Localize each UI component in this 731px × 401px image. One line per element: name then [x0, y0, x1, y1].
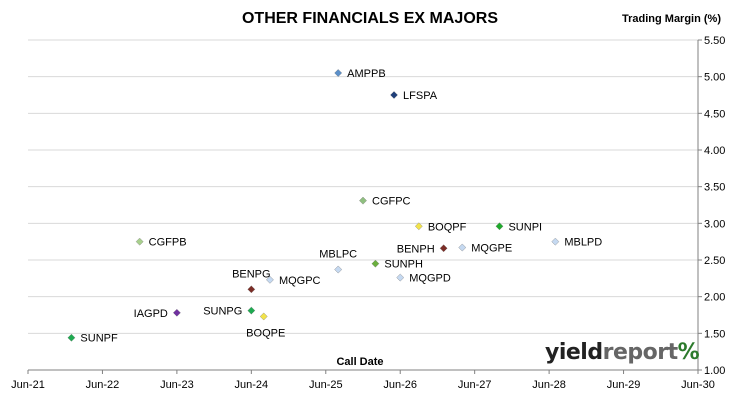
data-label-amppb: AMPPB: [347, 68, 386, 80]
data-label-mqgpe: MQGPE: [471, 243, 512, 255]
x-tick-label: Jun-22: [86, 379, 120, 391]
logo-report-text: report: [602, 340, 679, 365]
y-tick-label: 4.50: [704, 108, 725, 120]
y-axis-label: Trading Margin (%): [622, 13, 721, 25]
y-tick-label: 2.00: [704, 292, 725, 304]
data-label-mqgpd: MQGPD: [409, 273, 451, 285]
chart-title: OTHER FINANCIALS EX MAJORS: [241, 10, 498, 27]
x-tick-label: Jun-24: [235, 379, 269, 391]
data-label-mblpd: MBLPD: [564, 237, 602, 249]
data-label-iagpd: IAGPD: [134, 308, 168, 320]
data-point-boqpe: [259, 312, 268, 321]
x-tick-label: Jun-27: [458, 379, 492, 391]
data-point-mqgpd: [396, 273, 405, 282]
data-point-mblpc: [334, 265, 343, 274]
data-label-sunph: SUNPH: [384, 259, 423, 271]
data-label-boqpe: BOQPE: [246, 327, 285, 339]
y-tick-label: 2.50: [704, 255, 725, 267]
y-tick-label: 1.50: [704, 328, 725, 340]
data-point-iagpd: [173, 308, 181, 317]
data-point-sunpf: [67, 333, 76, 342]
x-tick-label: Jun-29: [607, 379, 641, 391]
data-label-benpg: BENPG: [232, 268, 271, 280]
y-tick-label: 5.50: [704, 35, 725, 47]
data-point-cgfpc: [359, 196, 367, 205]
x-tick-label: Jun-28: [532, 379, 566, 391]
logo-percent-icon: %: [677, 340, 700, 365]
logo-yield-text: yield: [545, 340, 603, 365]
x-axis-label: Call Date: [336, 356, 384, 368]
data-point-mqgpc: [266, 275, 274, 284]
data-point-benph: [439, 244, 448, 253]
data-point-boqpf: [414, 222, 423, 231]
data-point-sunpi: [495, 222, 504, 231]
data-point-mblpd: [551, 237, 560, 246]
y-tick-label: 5.00: [704, 72, 725, 84]
data-label-benph: BENPH: [397, 243, 435, 255]
data-label-boqpf: BOQPF: [428, 221, 467, 233]
data-label-mqgpc: MQGPC: [279, 275, 321, 287]
x-tick-label: Jun-25: [309, 379, 343, 391]
y-tick-label: 4.00: [704, 145, 725, 157]
data-label-cgfpb: CGFPB: [149, 237, 187, 249]
y-tick-label: 3.00: [704, 218, 725, 230]
y-tick-label: 3.50: [704, 182, 725, 194]
x-tick-label: Jun-23: [160, 379, 194, 391]
data-point-cgfpb: [135, 237, 144, 246]
data-point-amppb: [334, 69, 343, 77]
data-label-sunpi: SUNPI: [508, 221, 542, 233]
data-label-lfspa: LFSPA: [403, 90, 438, 102]
data-label-mblpc: MBLPC: [319, 249, 357, 261]
x-tick-label: Jun-21: [11, 379, 45, 391]
x-tick-label: Jun-26: [383, 379, 417, 391]
data-label-sunpg: SUNPG: [203, 306, 242, 318]
data-point-sunph: [371, 259, 380, 268]
data-point-benpg: [247, 285, 256, 294]
data-point-sunpg: [247, 306, 256, 315]
data-label-cgfpc: CGFPC: [372, 196, 411, 208]
y-tick-label: 1.00: [704, 365, 725, 377]
yieldreport-logo: yieldreport%: [545, 340, 700, 365]
data-point-lfspa: [390, 91, 398, 99]
data-point-mqgpe: [458, 243, 467, 252]
x-tick-label: Jun-30: [681, 379, 715, 391]
data-label-sunpf: SUNPF: [80, 333, 118, 345]
